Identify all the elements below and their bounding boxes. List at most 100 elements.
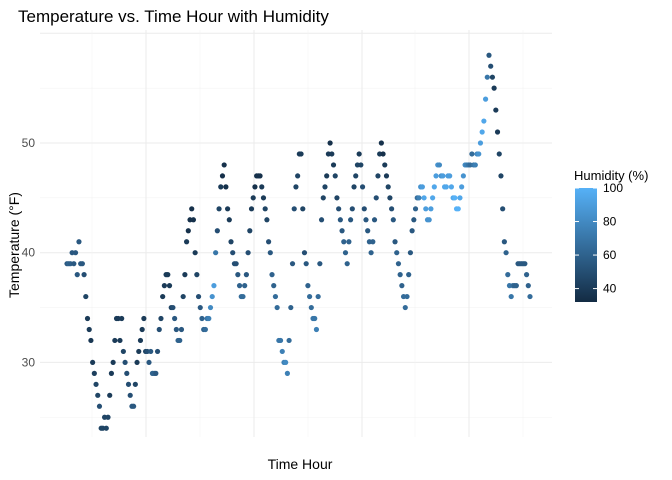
data-point [433,173,439,179]
data-point [235,272,241,278]
data-point [166,283,173,289]
data-point [440,173,446,179]
data-point [373,195,379,201]
data-point [76,239,82,245]
data-point [272,293,279,300]
data-point [219,173,226,179]
data-point [136,348,142,355]
data-point [406,272,412,278]
data-point [183,239,190,245]
data-point [107,392,113,398]
data-point [527,293,533,300]
data-point [199,315,205,322]
data-point [469,151,475,157]
data-point [154,348,161,355]
y-axis-label: Temperature (°F) [6,192,22,298]
data-point [110,359,116,366]
data-point [189,206,195,212]
data-point [436,162,443,168]
data-point [192,250,198,256]
data-point [312,315,318,322]
data-point [479,129,485,135]
data-point [315,293,321,300]
data-point [194,272,200,278]
data-point [443,184,449,190]
data-point [88,337,94,344]
data-point [370,239,376,245]
data-point [185,228,191,234]
data-point [209,293,215,300]
data-point [178,326,185,333]
data-point [476,151,482,157]
data-point [324,173,330,179]
data-point [132,381,138,387]
data-point [508,293,514,300]
data-point [523,272,530,278]
data-point [426,217,432,223]
data-point [283,359,289,366]
data-point [460,173,466,179]
data-point [359,184,366,190]
data-point [224,206,231,212]
data-point [165,272,171,278]
data-point [455,206,461,212]
data-point [95,392,101,398]
data-point [291,206,297,212]
data-point [334,195,340,201]
data-point [416,195,422,201]
data-point [252,184,258,190]
data-point [346,239,352,245]
data-point [447,173,453,179]
data-point [247,228,253,234]
data-point [274,304,280,311]
data-point [108,370,115,376]
y-axis-tick-labels: 30 40 50 [22,136,36,369]
data-point [318,217,325,223]
data-point [119,315,125,322]
data-point [158,315,164,322]
data-point [180,293,186,300]
data-point [421,195,427,201]
x-axis-label: Time Hour [268,456,333,472]
data-point [146,359,152,366]
data-point [525,283,531,289]
data-point [131,403,137,409]
data-point [308,304,314,311]
y-tick-label: 30 [22,355,36,369]
data-point [459,184,465,190]
data-point [197,304,203,311]
data-point [498,173,504,179]
data-point [313,326,320,333]
data-point [122,359,128,366]
data-point [368,250,374,256]
data-point [365,228,371,234]
data-point [484,74,490,80]
data-point [503,250,509,256]
data-point [90,359,96,366]
data-point [124,370,130,376]
data-point [341,239,347,245]
data-point [322,184,328,190]
data-point [452,195,458,201]
data-point [216,206,222,212]
data-point [412,206,419,212]
data-point [245,250,251,256]
data-point [228,239,234,245]
data-point [84,315,91,322]
data-point [223,184,229,190]
data-point [221,162,227,168]
data-point [156,326,162,333]
legend-title: Humidity (%) [574,168,648,183]
data-point [363,217,369,223]
data-point [190,217,197,223]
data-point [361,206,367,212]
data-point [262,206,268,212]
data-point [293,184,299,190]
data-point [395,261,402,267]
data-point [257,173,263,179]
data-point [93,381,99,387]
data-point [218,184,224,190]
data-point [295,173,301,179]
data-point [242,283,248,289]
